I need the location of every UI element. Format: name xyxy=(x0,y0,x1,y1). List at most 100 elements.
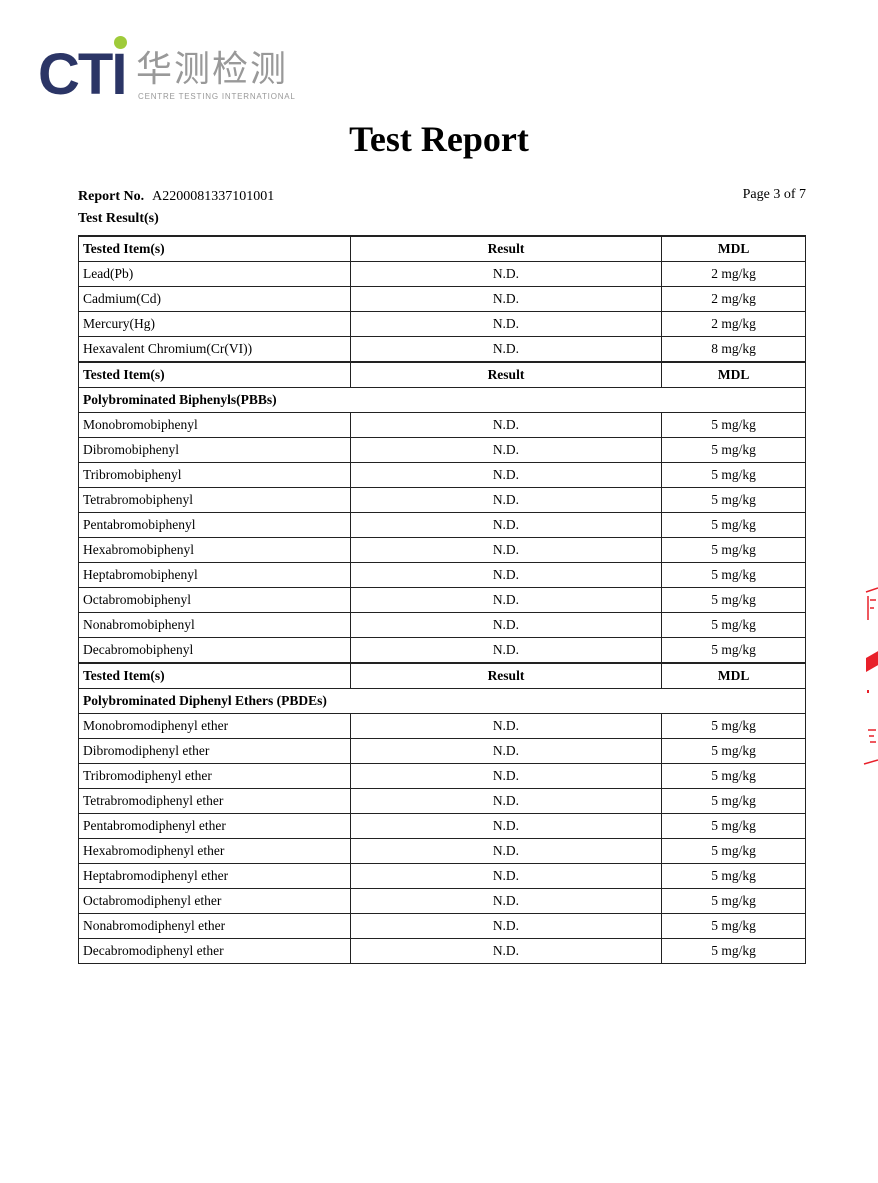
result-value: N.D. xyxy=(349,838,663,864)
table-row: Dibromobiphenyl N.D. 5 mg/kg xyxy=(78,437,806,463)
header-result: Result xyxy=(349,662,663,689)
table-row: Hexavalent Chromium(Cr(VI)) N.D. 8 mg/kg xyxy=(78,336,806,363)
mdl-value: 2 mg/kg xyxy=(661,286,806,312)
tested-item: Pentabromobiphenyl xyxy=(78,512,351,538)
result-value: N.D. xyxy=(349,913,663,939)
table-header-row: Tested Item(s) Result MDL xyxy=(78,235,806,262)
tested-item: Nonabromodiphenyl ether xyxy=(78,913,351,939)
result-value: N.D. xyxy=(349,336,663,363)
result-value: N.D. xyxy=(349,888,663,914)
red-stamp-fragment xyxy=(863,587,878,765)
result-value: N.D. xyxy=(349,487,663,513)
table-row: Monobromobiphenyl N.D. 5 mg/kg xyxy=(78,412,806,438)
tested-item: Hexabromobiphenyl xyxy=(78,537,351,563)
logo-dot xyxy=(114,36,127,49)
tested-item: Dibromodiphenyl ether xyxy=(78,738,351,764)
tested-item: Nonabromobiphenyl xyxy=(78,612,351,638)
mdl-value: 5 mg/kg xyxy=(661,888,806,914)
result-value: N.D. xyxy=(349,587,663,613)
result-value: N.D. xyxy=(349,713,663,739)
tested-item: Hexabromodiphenyl ether xyxy=(78,838,351,864)
result-value: N.D. xyxy=(349,412,663,438)
results-table: Tested Item(s) Result MDL Lead(Pb) N.D. 2 mg/… xyxy=(78,235,806,964)
section-subtitle-row: Polybrominated Diphenyl Ethers (PBDEs) xyxy=(78,688,806,714)
mdl-value: 5 mg/kg xyxy=(661,587,806,613)
mdl-value: 5 mg/kg xyxy=(661,913,806,939)
mdl-value: 5 mg/kg xyxy=(661,863,806,889)
tested-item: Octabromodiphenyl ether xyxy=(78,888,351,914)
table-row: Heptabromodiphenyl ether N.D. 5 mg/kg xyxy=(78,863,806,889)
mdl-value: 5 mg/kg xyxy=(661,637,806,664)
table-row: Tetrabromobiphenyl N.D. 5 mg/kg xyxy=(78,487,806,513)
table-header-row: Tested Item(s) Result MDL xyxy=(78,662,806,689)
table-row: Octabromodiphenyl ether N.D. 5 mg/kg xyxy=(78,888,806,914)
tested-item: Tetrabromodiphenyl ether xyxy=(78,788,351,814)
table-row: Tetrabromodiphenyl ether N.D. 5 mg/kg xyxy=(78,788,806,814)
tested-item: Lead(Pb) xyxy=(78,261,351,287)
mdl-value: 5 mg/kg xyxy=(661,788,806,814)
tested-item: Heptabromobiphenyl xyxy=(78,562,351,588)
result-value: N.D. xyxy=(349,462,663,488)
result-value: N.D. xyxy=(349,437,663,463)
mdl-value: 5 mg/kg xyxy=(661,562,806,588)
result-value: N.D. xyxy=(349,738,663,764)
tested-item: Decabromobiphenyl xyxy=(78,637,351,664)
mdl-value: 2 mg/kg xyxy=(661,311,806,337)
tested-item: Tribromodiphenyl ether xyxy=(78,763,351,789)
mdl-value: 5 mg/kg xyxy=(661,838,806,864)
result-value: N.D. xyxy=(349,537,663,563)
result-value: N.D. xyxy=(349,261,663,287)
mdl-value: 5 mg/kg xyxy=(661,487,806,513)
result-value: N.D. xyxy=(349,813,663,839)
result-value: N.D. xyxy=(349,286,663,312)
tested-item: Pentabromodiphenyl ether xyxy=(78,813,351,839)
table-row: Pentabromobiphenyl N.D. 5 mg/kg xyxy=(78,512,806,538)
table-row: Heptabromobiphenyl N.D. 5 mg/kg xyxy=(78,562,806,588)
section-subtitle: Polybrominated Biphenyls(PBBs) xyxy=(78,387,806,413)
table-row: Decabromodiphenyl ether N.D. 5 mg/kg xyxy=(78,938,806,964)
table-row: Mercury(Hg) N.D. 2 mg/kg xyxy=(78,311,806,337)
tested-item: Cadmium(Cd) xyxy=(78,286,351,312)
table-row: Dibromodiphenyl ether N.D. 5 mg/kg xyxy=(78,738,806,764)
mdl-value: 5 mg/kg xyxy=(661,462,806,488)
table-row: Nonabromodiphenyl ether N.D. 5 mg/kg xyxy=(78,913,806,939)
mdl-value: 5 mg/kg xyxy=(661,437,806,463)
mdl-value: 5 mg/kg xyxy=(661,412,806,438)
page-number: Page 3 of 7 xyxy=(742,187,806,202)
tested-item: Dibromobiphenyl xyxy=(78,437,351,463)
mdl-value: 5 mg/kg xyxy=(661,612,806,638)
logo-chinese: 华测检测 xyxy=(136,49,289,90)
result-heading: Test Result(s) xyxy=(78,211,159,226)
result-value: N.D. xyxy=(349,863,663,889)
logo-english: CENTRE TESTING INTERNATIONAL xyxy=(138,92,296,101)
mdl-value: 5 mg/kg xyxy=(661,763,806,789)
section-subtitle: Polybrominated Diphenyl Ethers (PBDEs) xyxy=(78,688,806,714)
mdl-value: 5 mg/kg xyxy=(661,938,806,964)
table-row: Monobromodiphenyl ether N.D. 5 mg/kg xyxy=(78,713,806,739)
tested-item: Monobromobiphenyl xyxy=(78,412,351,438)
mdl-value: 5 mg/kg xyxy=(661,512,806,538)
header-tested-item: Tested Item(s) xyxy=(78,235,351,262)
table-row: Pentabromodiphenyl ether N.D. 5 mg/kg xyxy=(78,813,806,839)
result-value: N.D. xyxy=(349,562,663,588)
section-subtitle-row: Polybrominated Biphenyls(PBBs) xyxy=(78,387,806,413)
mdl-value: 5 mg/kg xyxy=(661,713,806,739)
tested-item: Tribromobiphenyl xyxy=(78,462,351,488)
tested-item: Monobromodiphenyl ether xyxy=(78,713,351,739)
result-value: N.D. xyxy=(349,512,663,538)
header-result: Result xyxy=(349,235,663,262)
page-title: Test Report xyxy=(349,119,529,159)
table-row: Cadmium(Cd) N.D. 2 mg/kg xyxy=(78,286,806,312)
result-value: N.D. xyxy=(349,612,663,638)
header-mdl: MDL xyxy=(661,235,806,262)
tested-item: Tetrabromobiphenyl xyxy=(78,487,351,513)
report-no-value: A2200081337101001 xyxy=(152,189,275,204)
table-row: Tribromodiphenyl ether N.D. 5 mg/kg xyxy=(78,763,806,789)
result-value: N.D. xyxy=(349,311,663,337)
mdl-value: 5 mg/kg xyxy=(661,813,806,839)
result-value: N.D. xyxy=(349,637,663,664)
result-value: N.D. xyxy=(349,938,663,964)
table-row: Decabromobiphenyl N.D. 5 mg/kg xyxy=(78,637,806,664)
mdl-value: 5 mg/kg xyxy=(661,537,806,563)
